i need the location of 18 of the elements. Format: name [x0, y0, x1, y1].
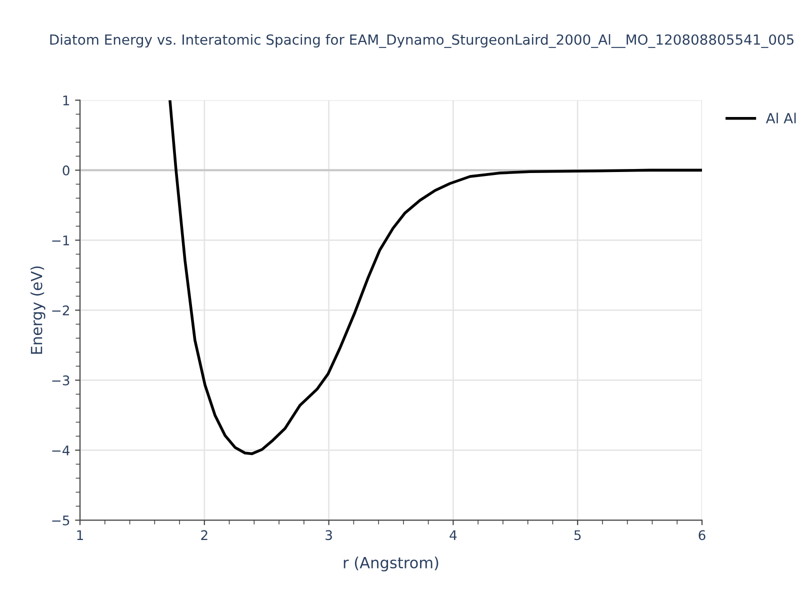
y-tick-label: −3 [52, 375, 70, 386]
x-tick-label: 1 [77, 530, 83, 540]
x-axis-title: r (Angstrom) [344, 556, 438, 572]
y-tick-label: −1 [52, 236, 70, 246]
x-tick-label: 5 [574, 530, 581, 540]
legend-label: Al Al [766, 112, 796, 124]
x-tick-label: 6 [698, 530, 706, 540]
line-series [168, 100, 702, 456]
x-tick-label: 4 [450, 530, 457, 540]
x-tick-label: 3 [326, 530, 332, 540]
y-axis-title: Energy (eV) [30, 266, 46, 354]
y-tick-label: −4 [52, 446, 70, 456]
chart-title: Diatom Energy vs. Interatomic Spacing for EAM_Dynamo_SturgeonLaird_2000_Al__MO_120808805541_005 [50, 34, 794, 48]
y-tick-label: 1 [63, 96, 70, 106]
y-tick-label: −5 [52, 516, 70, 526]
x-tick-label: 2 [201, 530, 208, 540]
y-tick-label: −2 [52, 305, 69, 316]
y-tick-label: 0 [62, 165, 70, 176]
